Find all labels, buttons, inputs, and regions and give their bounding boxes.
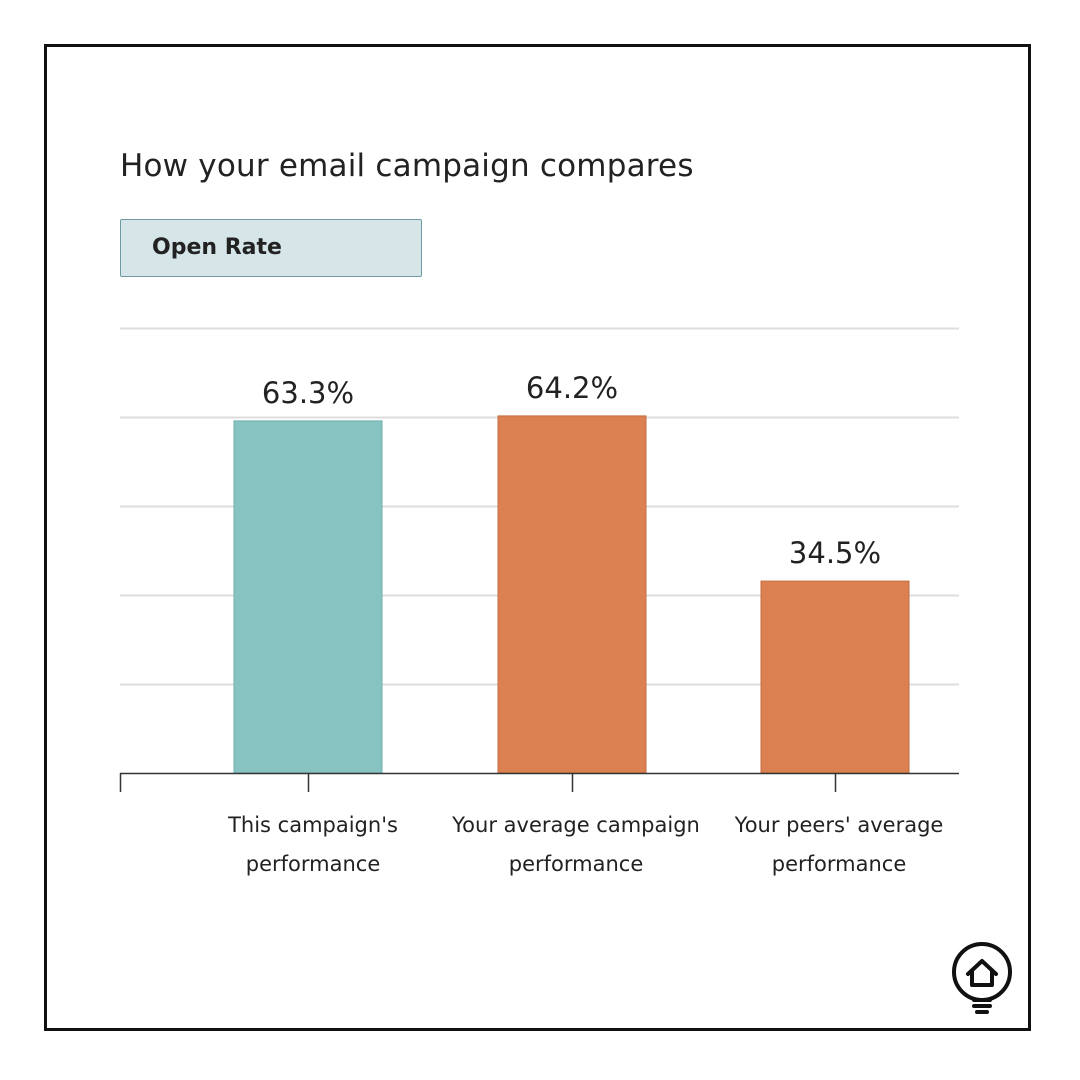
x-tick-label-2: Your average campaign performance [451, 813, 700, 876]
data-label-2: 64.2% [526, 371, 618, 405]
open-rate-tab[interactable]: Open Rate [120, 219, 422, 277]
bar-3 [760, 580, 910, 774]
page-title: How your email campaign compares [120, 148, 694, 184]
data-label-3: 34.5% [789, 536, 881, 570]
open-rate-tab-label: Open Rate [152, 235, 282, 260]
data-label-1: 63.3% [262, 376, 354, 410]
bar-1 [233, 420, 383, 774]
bar-2 [497, 415, 647, 774]
x-tick-label-1: This campaign's performance [227, 813, 398, 876]
x-tick-label-3: Your peers' average performance [734, 813, 944, 876]
lightbulb-house-icon [952, 942, 1012, 1014]
